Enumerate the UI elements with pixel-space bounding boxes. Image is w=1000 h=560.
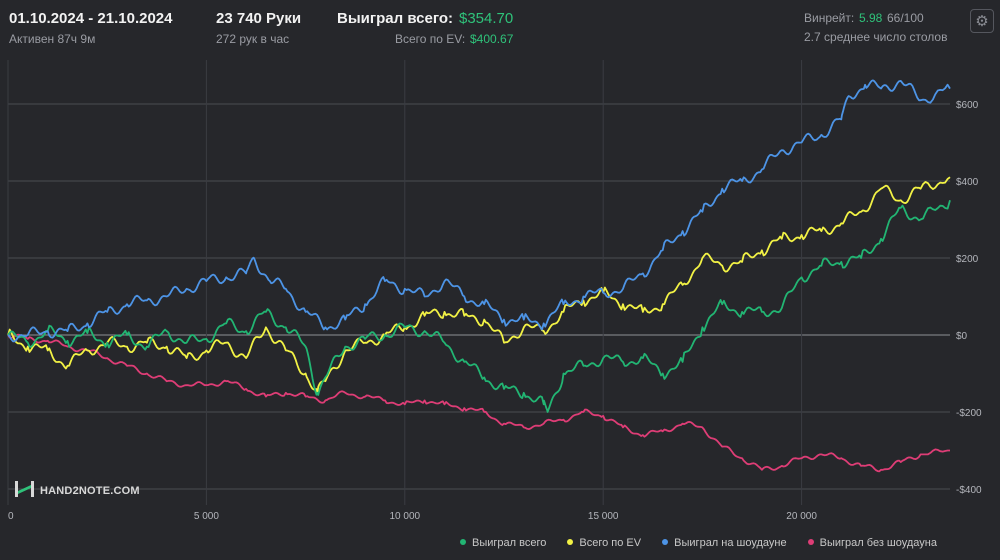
legend-label: Выиграл без шоудауна	[819, 537, 937, 549]
ev-total-label: Всего по EV:	[395, 32, 466, 46]
legend-item-non-showdown[interactable]: Выиграл без шоудауна	[807, 537, 937, 549]
won-total-value: $354.70	[459, 10, 514, 27]
won-total-line	[7, 200, 951, 413]
x-tick-label: 15 000	[588, 511, 619, 522]
gear-icon[interactable]: ⚙	[970, 9, 994, 33]
chart-legend: Выиграл всего Всего по EV Выиграл на шоу…	[460, 537, 937, 549]
y-tick-label: $600	[956, 100, 979, 111]
y-tick-label: $0	[956, 331, 968, 342]
legend-item-won-total[interactable]: Выиграл всего	[460, 537, 546, 549]
legend-dot	[662, 539, 669, 546]
legend-dot	[460, 539, 466, 546]
hands-count: 23 740 Руки	[216, 10, 302, 27]
hands-per-hour: 272 рук в час	[216, 32, 290, 46]
legend-dot	[807, 539, 814, 546]
showdown-line	[7, 79, 951, 343]
y-tick-label: $400	[956, 177, 979, 188]
y-tick-label: -$400	[956, 485, 982, 496]
summary-header: 01.10.2024 - 21.10.2024 Активен 87ч 9м 2…	[0, 0, 1000, 60]
date-range[interactable]: 01.10.2024 - 21.10.2024	[9, 10, 173, 27]
x-tick-label: 0	[8, 511, 14, 522]
y-tick-label: $200	[956, 254, 979, 265]
ev-total-value: $400.67	[470, 32, 514, 46]
won-total-label: Выиграл всего:	[337, 10, 454, 27]
hand2note-logo-icon	[14, 479, 36, 504]
x-tick-label: 10 000	[390, 511, 421, 522]
legend-label: Выиграл всего	[472, 537, 547, 549]
legend-label: Выиграл на шоудауне	[674, 537, 787, 549]
hand2note-logo-text: HAND2NOTE.COM	[40, 485, 140, 497]
winrate-value: 5.98	[859, 11, 883, 25]
y-tick-label: -$200	[956, 408, 982, 419]
legend-item-showdown[interactable]: Выиграл на шоудауне	[662, 537, 787, 549]
ev-total-line	[7, 176, 951, 394]
legend-dot	[567, 539, 574, 546]
legend-label: Всего по EV	[579, 537, 642, 549]
non-showdown-line	[7, 333, 950, 473]
active-time: Активен 87ч 9м	[9, 32, 96, 46]
average-tables: 2.7 среднее число столов	[804, 30, 948, 44]
x-tick-label: 20 000	[786, 511, 817, 522]
winrate-label: Винрейт:	[804, 11, 855, 25]
legend-item-ev-total[interactable]: Всего по EV	[567, 537, 641, 549]
winrate-sample: 66/100	[887, 11, 924, 25]
x-tick-label: 5 000	[194, 511, 219, 522]
